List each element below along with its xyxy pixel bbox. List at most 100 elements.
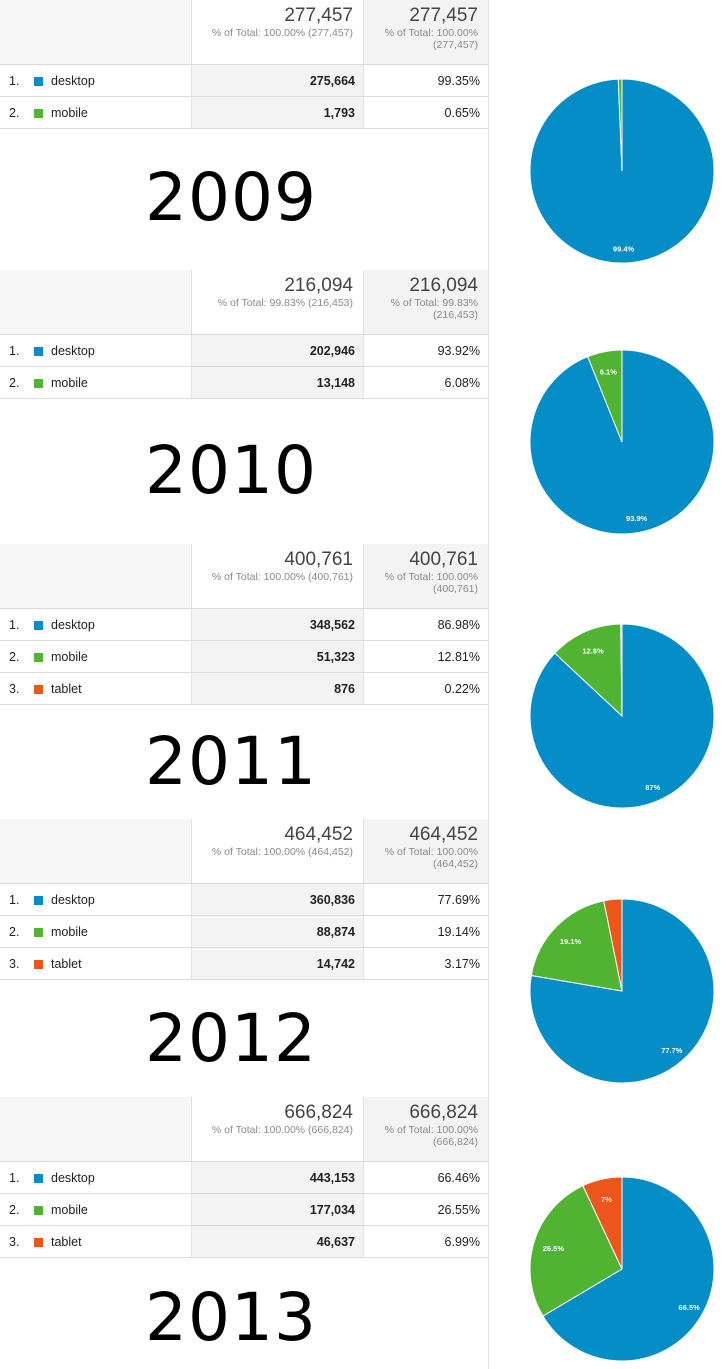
column-divider xyxy=(488,0,489,1369)
sessions-value: 13,148 xyxy=(191,367,364,398)
pie-slice-tablet xyxy=(603,898,623,992)
legend-swatch xyxy=(34,1238,43,1247)
table-row: 2. mobile 51,323 12.81% xyxy=(0,641,488,673)
legend-swatch xyxy=(34,653,43,662)
header-blank-cell xyxy=(0,1097,191,1161)
pie-data-label: 93.9% xyxy=(626,514,648,523)
legend-swatch xyxy=(34,379,43,388)
totals-header: 400,761% of Total: 100.00% (400,761) 400,… xyxy=(0,544,488,609)
totals-header: 464,452% of Total: 100.00% (464,452) 464,… xyxy=(0,819,488,884)
pie-chart: 99.4% xyxy=(529,78,715,264)
sessions-percent: 6.99% xyxy=(444,1235,480,1249)
sessions-percent: 93.92% xyxy=(437,344,480,358)
row-rank: 2. xyxy=(9,1203,20,1217)
device-category-label[interactable]: mobile xyxy=(51,376,88,390)
pie-data-label: 6.1% xyxy=(600,368,617,377)
sessions-percent: 12.81% xyxy=(437,650,480,664)
device-category-label[interactable]: tablet xyxy=(51,1235,82,1249)
device-category-label[interactable]: desktop xyxy=(51,893,95,907)
total-share: % of Total: 100.00% (400,761) xyxy=(384,571,478,595)
table-row: 3. tablet 14,742 3.17% xyxy=(0,948,488,980)
data-table: 216,094% of Total: 99.83% (216,453) 216,0… xyxy=(0,270,488,399)
pie-chart: 77.7% 19.1% xyxy=(529,898,715,1084)
device-category-label[interactable]: desktop xyxy=(51,344,95,358)
table-row: 1. desktop 275,664 99.35% xyxy=(0,65,488,97)
sessions-percent: 6.08% xyxy=(444,376,480,390)
sessions-value: 876 xyxy=(191,673,364,704)
legend-swatch xyxy=(34,1174,43,1183)
total-share: % of Total: 100.00% (666,824) xyxy=(211,1124,353,1136)
table-row: 2. mobile 13,148 6.08% xyxy=(0,367,488,399)
legend-swatch xyxy=(34,347,43,356)
total-share: % of Total: 100.00% (464,452) xyxy=(384,846,478,870)
sessions-value: 51,323 xyxy=(191,641,364,672)
pie-data-label: 26.5% xyxy=(543,1244,565,1253)
data-table: 666,824% of Total: 100.00% (666,824) 666,… xyxy=(0,1097,488,1258)
header-blank-cell xyxy=(0,819,191,883)
total-share: % of Total: 100.00% (464,452) xyxy=(211,846,353,858)
sessions-percent: 0.65% xyxy=(444,106,480,120)
device-category-label[interactable]: mobile xyxy=(51,106,88,120)
pie-slice-mobile xyxy=(529,1185,623,1317)
row-rank: 1. xyxy=(9,618,20,632)
table-row: 2. mobile 88,874 19.14% xyxy=(0,916,488,948)
device-category-label[interactable]: desktop xyxy=(51,618,95,632)
device-category-label[interactable]: mobile xyxy=(51,650,88,664)
total-share: % of Total: 100.00% (400,761) xyxy=(211,571,353,583)
total-sessions-cell: 666,824% of Total: 100.00% (666,824) xyxy=(191,1097,364,1161)
sessions-percent: 3.17% xyxy=(444,957,480,971)
legend-swatch xyxy=(34,685,43,694)
sessions-value: 275,664 xyxy=(191,65,364,96)
total-percent-cell: 216,094% of Total: 99.83% (216,453) xyxy=(364,270,488,334)
total-percent-cell: 464,452% of Total: 100.00% (464,452) xyxy=(364,819,488,883)
totals-header: 277,457% of Total: 100.00% (277,457) 277,… xyxy=(0,0,488,65)
device-category-label[interactable]: desktop xyxy=(51,1171,95,1185)
row-rank: 2. xyxy=(9,106,20,120)
device-category-label[interactable]: desktop xyxy=(51,74,95,88)
sessions-value: 177,034 xyxy=(191,1194,364,1225)
sessions-percent: 77.69% xyxy=(437,893,480,907)
row-rank: 2. xyxy=(9,925,20,939)
totals-header: 216,094% of Total: 99.83% (216,453) 216,0… xyxy=(0,270,488,335)
total-value: 277,457 xyxy=(284,5,353,26)
total-value: 464,452 xyxy=(409,824,478,845)
pie-slice-mobile xyxy=(554,623,623,718)
device-category-label[interactable]: tablet xyxy=(51,957,82,971)
pie-data-label: 19.1% xyxy=(560,937,582,946)
table-row: 2. mobile 1,793 0.65% xyxy=(0,97,488,129)
row-rank: 3. xyxy=(9,682,20,696)
total-value: 464,452 xyxy=(284,824,353,845)
row-rank: 1. xyxy=(9,74,20,88)
legend-swatch xyxy=(34,896,43,905)
table-row: 2. mobile 177,034 26.55% xyxy=(0,1194,488,1226)
table-row: 3. tablet 46,637 6.99% xyxy=(0,1226,488,1258)
total-share: % of Total: 99.83% (216,453) xyxy=(217,297,353,309)
pie-data-label: 12.8% xyxy=(582,646,604,655)
total-value: 216,094 xyxy=(409,275,478,296)
total-value: 216,094 xyxy=(284,275,353,296)
totals-header: 666,824% of Total: 100.00% (666,824) 666,… xyxy=(0,1097,488,1162)
total-share: % of Total: 100.00% (666,824) xyxy=(384,1124,478,1148)
total-value: 666,824 xyxy=(409,1102,478,1123)
sessions-percent: 66.46% xyxy=(437,1171,480,1185)
pie-chart: 93.9% 6.1% xyxy=(529,349,715,535)
total-share: % of Total: 100.00% (277,457) xyxy=(211,27,353,39)
device-category-label[interactable]: mobile xyxy=(51,1203,88,1217)
pie-chart: 66.5% 26.5% 7% xyxy=(529,1176,715,1362)
row-rank: 1. xyxy=(9,893,20,907)
data-table: 400,761% of Total: 100.00% (400,761) 400,… xyxy=(0,544,488,705)
sessions-value: 88,874 xyxy=(191,916,364,947)
device-category-label[interactable]: tablet xyxy=(51,682,82,696)
row-rank: 1. xyxy=(9,344,20,358)
device-category-label[interactable]: mobile xyxy=(51,925,88,939)
total-share: % of Total: 99.83% (216,453) xyxy=(390,297,478,321)
total-share: % of Total: 100.00% (277,457) xyxy=(384,27,478,51)
header-blank-cell xyxy=(0,270,191,334)
table-row: 1. desktop 202,946 93.92% xyxy=(0,335,488,367)
total-sessions-cell: 464,452% of Total: 100.00% (464,452) xyxy=(191,819,364,883)
data-table: 277,457% of Total: 100.00% (277,457) 277,… xyxy=(0,0,488,129)
sessions-value: 14,742 xyxy=(191,948,364,979)
total-sessions-cell: 277,457% of Total: 100.00% (277,457) xyxy=(191,0,364,64)
total-sessions-cell: 400,761% of Total: 100.00% (400,761) xyxy=(191,544,364,608)
pie-slice-mobile xyxy=(587,349,623,443)
